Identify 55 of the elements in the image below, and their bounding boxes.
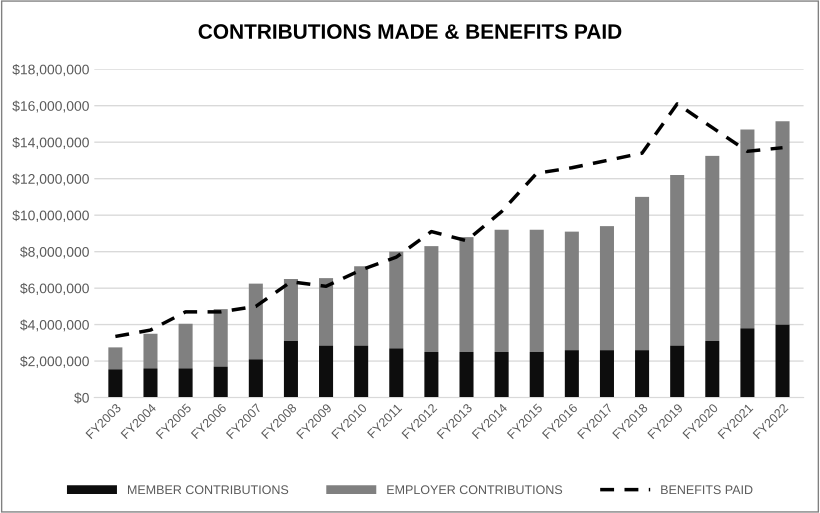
bar — [248, 359, 263, 398]
legend-label: MEMBER CONTRIBUTIONS — [128, 485, 288, 494]
bar — [530, 230, 544, 352]
bar — [459, 237, 474, 352]
bar — [108, 347, 122, 370]
bar — [564, 232, 579, 350]
bar — [776, 324, 790, 398]
bar — [705, 341, 720, 398]
bar — [600, 350, 614, 398]
bar — [319, 278, 334, 346]
y-tick-label: $18,000,000 — [12, 64, 89, 76]
bar — [354, 346, 368, 398]
bar — [143, 334, 158, 368]
bar — [740, 328, 754, 398]
bar — [670, 346, 684, 398]
y-tick-label: $4,000,000 — [20, 319, 89, 332]
y-tick-label: $2,000,000 — [20, 356, 89, 368]
bar — [214, 309, 228, 367]
y-tick-label: $8,000,000 — [20, 246, 89, 258]
bar — [776, 121, 790, 325]
y-tick-label: $14,000,000 — [12, 136, 89, 150]
bar — [178, 368, 193, 398]
chart-title: CONTRIBUTIONS MADE & BENEFITS PAID — [198, 24, 622, 39]
bar — [635, 350, 650, 398]
bar — [459, 352, 474, 398]
line-series — [114, 102, 784, 338]
bar — [178, 324, 193, 368]
bar — [530, 352, 544, 398]
y-tick-label: $6,000,000 — [20, 282, 89, 295]
bar — [564, 350, 579, 398]
bar — [284, 341, 298, 398]
bar — [143, 368, 158, 398]
y-tick-label: $10,000,000 — [12, 210, 89, 222]
bar — [319, 346, 334, 398]
y-tick-label: $12,000,000 — [12, 173, 89, 186]
bar — [494, 352, 509, 398]
bar — [389, 348, 404, 398]
bar — [389, 252, 404, 348]
bar — [670, 175, 684, 346]
legend-label: BENEFITS PAID — [661, 485, 752, 494]
bar — [284, 279, 298, 342]
bar — [108, 369, 122, 398]
bar — [600, 226, 614, 350]
bar — [354, 266, 368, 346]
bar — [635, 196, 650, 350]
bar — [424, 246, 438, 352]
bar — [740, 129, 754, 328]
bar — [424, 352, 438, 398]
legend-label: EMPLOYER CONTRIBUTIONS — [387, 485, 562, 494]
y-tick-label: $0 — [74, 392, 89, 404]
bar — [248, 284, 263, 360]
bar — [214, 366, 228, 398]
y-tick-label: $16,000,000 — [12, 100, 89, 113]
bar — [494, 230, 509, 352]
bar — [705, 156, 720, 342]
